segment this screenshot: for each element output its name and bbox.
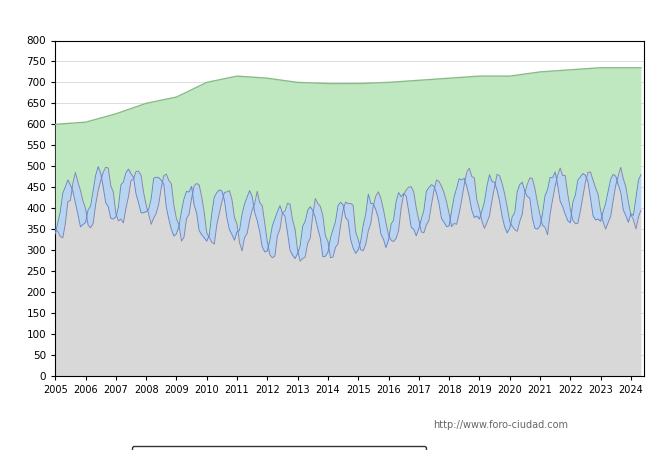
Legend: Ocupados, Parados, Hab. entre 16-64: Ocupados, Parados, Hab. entre 16-64 <box>131 446 426 450</box>
Text: Potries - Evolucion de la poblacion en edad de Trabajar Mayo de 2024: Potries - Evolucion de la poblacion en e… <box>92 13 558 26</box>
Text: http://www.foro-ciudad.com: http://www.foro-ciudad.com <box>433 419 568 429</box>
